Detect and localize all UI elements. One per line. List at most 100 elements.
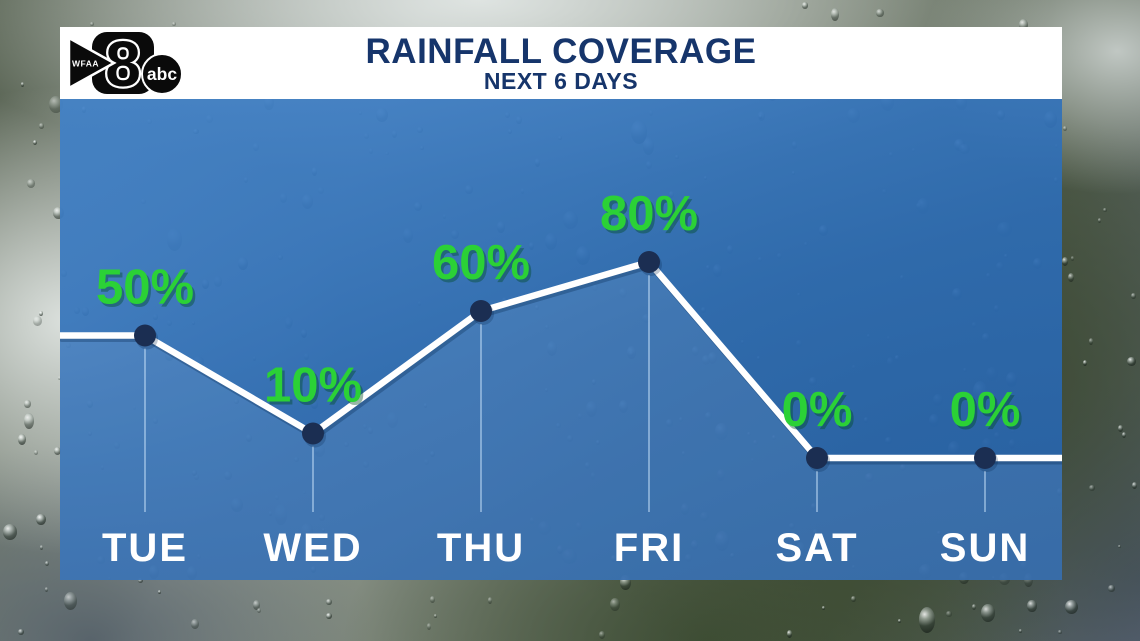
marker-fri	[638, 251, 660, 273]
droplet	[21, 82, 25, 87]
droplet	[786, 630, 792, 638]
droplet	[433, 614, 438, 619]
category-label-thu: THU	[437, 526, 525, 570]
droplet	[157, 589, 161, 595]
value-label-fri: 80%	[600, 187, 698, 241]
droplet	[53, 206, 65, 220]
marker-wed	[302, 422, 324, 445]
droplet	[946, 611, 952, 617]
droplet	[325, 612, 332, 619]
value-label-sat: 0%	[782, 383, 853, 437]
droplet	[430, 595, 435, 603]
droplet	[325, 598, 332, 606]
droplet	[27, 178, 36, 188]
droplet	[488, 597, 493, 604]
category-label-fri: FRI	[614, 526, 684, 570]
droplet	[32, 140, 38, 145]
droplet	[35, 514, 46, 525]
droplet	[876, 8, 884, 18]
value-label-shadow-sat: 0%	[784, 386, 855, 440]
droplet	[1062, 126, 1067, 131]
droplet	[1023, 573, 1033, 588]
category-label-sun: SUN	[940, 526, 1030, 570]
droplet	[49, 95, 63, 113]
droplet	[1019, 19, 1029, 31]
category-label-tue: TUE	[102, 526, 188, 570]
header-bar: 8 WFAA abc RAINFALL COVERAGE NEXT 6 DAYS	[60, 27, 1062, 99]
droplet	[599, 631, 605, 639]
rainfall-line-chart: 50%50%TUE10%10%WED60%60%THU80%80%FRI0%0%…	[60, 187, 1062, 580]
droplet	[918, 607, 936, 634]
droplet	[63, 592, 77, 610]
droplet	[980, 603, 996, 622]
wfaa8-abc-logo: 8 WFAA abc	[68, 30, 183, 96]
droplet	[1061, 257, 1068, 267]
droplet	[1089, 485, 1096, 492]
droplet	[24, 413, 34, 430]
category-label-sat: SAT	[775, 526, 858, 570]
droplet	[39, 545, 44, 551]
droplet	[971, 604, 976, 611]
value-label-shadow-sun: 0%	[952, 386, 1023, 440]
droplet	[44, 587, 48, 592]
category-label-wed: WED	[263, 526, 362, 570]
droplet	[1067, 273, 1074, 283]
logo-station-text: WFAA	[72, 59, 99, 69]
droplet	[1018, 628, 1023, 633]
droplet	[1102, 207, 1107, 213]
droplet	[138, 578, 143, 584]
logo-channel-number: 8	[105, 30, 141, 96]
trend-line	[60, 258, 1062, 462]
droplet	[253, 599, 260, 610]
marker-sun	[974, 447, 996, 469]
droplet	[822, 606, 826, 611]
marker-thu	[470, 300, 492, 322]
value-label-shadow-thu: 60%	[434, 239, 532, 293]
droplet	[1108, 584, 1115, 593]
droplet	[2, 523, 17, 540]
droplet	[1131, 482, 1137, 490]
value-label-tue: 50%	[96, 261, 194, 315]
value-label-wed: 10%	[264, 359, 362, 413]
logo-arrow-icon	[68, 36, 117, 90]
area-fill	[60, 262, 1062, 580]
droplet	[426, 623, 432, 630]
droplet	[1070, 256, 1074, 261]
value-label-shadow-tue: 50%	[98, 264, 196, 318]
value-label-shadow-wed: 10%	[266, 362, 364, 416]
value-label-thu: 60%	[432, 236, 530, 290]
droplet	[18, 628, 25, 635]
droplet	[1027, 600, 1037, 612]
marker-tue	[134, 324, 156, 347]
droplet	[24, 400, 31, 409]
logo-network-text: abc	[147, 64, 177, 84]
droplet	[1127, 356, 1137, 367]
chart-title: RAINFALL COVERAGE	[365, 31, 757, 71]
droplet	[172, 21, 177, 27]
droplet	[1089, 338, 1094, 345]
droplet	[1082, 360, 1087, 367]
droplet	[1065, 599, 1079, 615]
value-label-sun: 0%	[950, 383, 1021, 437]
droplet	[1117, 424, 1123, 432]
droplet	[610, 598, 620, 612]
droplet	[851, 596, 856, 603]
chart-panel: 50% 50% TUE 10% 10% WED 60% 60% THU 80% 80% FRI 0% 0%…	[60, 99, 1062, 580]
droplet	[1058, 629, 1063, 634]
droplet	[1122, 432, 1127, 439]
droplet	[33, 316, 42, 327]
droplet	[1131, 293, 1136, 299]
droplet	[53, 447, 61, 456]
droplet	[620, 574, 631, 591]
droplet	[801, 2, 809, 10]
marker-sat	[806, 447, 828, 469]
droplet	[830, 7, 840, 22]
logo-network-circle	[141, 53, 183, 95]
droplet	[1117, 544, 1121, 548]
droplet	[33, 449, 38, 455]
chart-subtitle: NEXT 6 DAYS	[483, 67, 639, 94]
droplet	[45, 560, 50, 566]
droplet	[18, 433, 26, 445]
droplet	[39, 311, 43, 317]
